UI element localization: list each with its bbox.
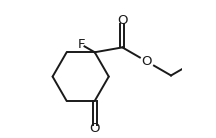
Text: O: O: [89, 122, 100, 135]
Text: F: F: [78, 38, 85, 51]
Text: O: O: [117, 14, 128, 27]
Text: O: O: [141, 55, 152, 68]
